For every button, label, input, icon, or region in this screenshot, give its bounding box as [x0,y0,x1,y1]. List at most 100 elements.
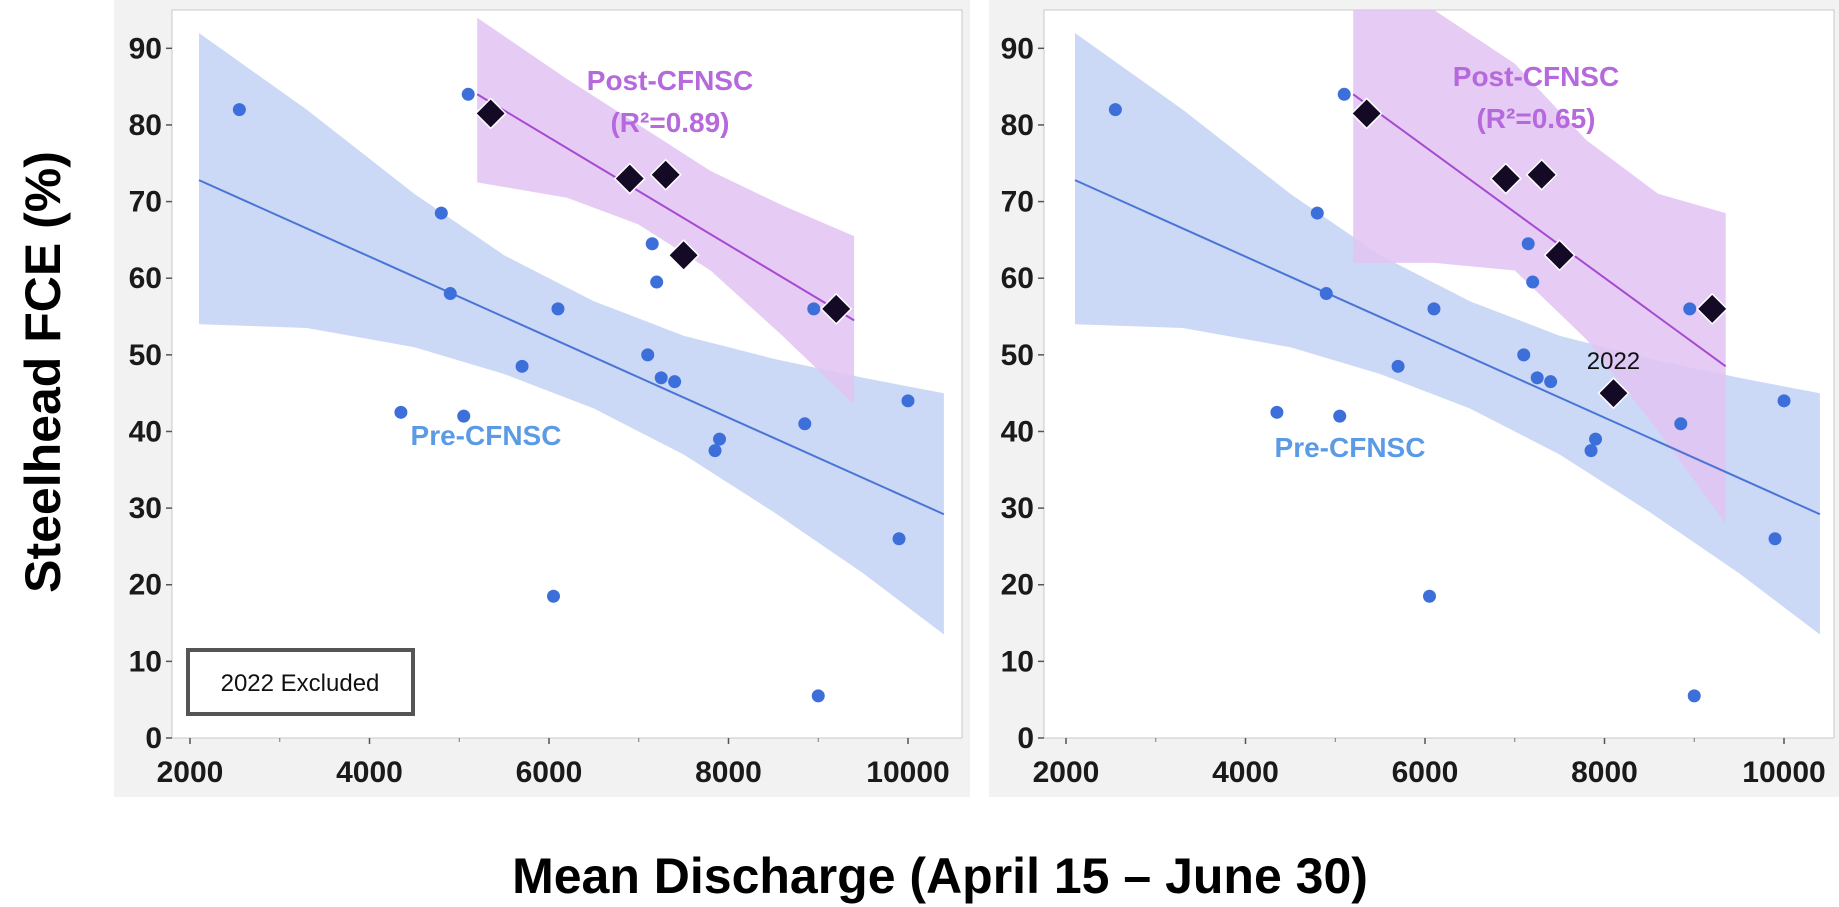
right-data-points [1108,87,1791,703]
post-cfnsc-point [1597,377,1630,410]
pre-cfnsc-point [641,348,655,362]
post-cfnsc-confidence-band [1353,10,1726,524]
pre-cfnsc-point [654,371,668,385]
post-cfnsc-label: Post-CFNSC [1453,61,1619,92]
pre-cfnsc-point [551,302,565,316]
left-fit-lines [198,93,945,516]
y-tick-label: 20 [1001,569,1034,602]
post-cfnsc-point [1489,162,1522,195]
post-cfnsc-r2-label: (R²=0.89) [610,107,729,138]
pre-cfnsc-point [1337,87,1351,101]
point-label: 2022 [1587,348,1640,375]
annotation-box [186,648,415,716]
annotation-text: 2022 Excluded [221,670,380,697]
right-fit-lines [1074,93,1821,516]
pre-cfnsc-point [1333,409,1347,423]
pre-cfnsc-point [1526,275,1540,289]
left-axes: 0 10 20 30 40 50 60 70 80 90 2000 4000 6000 8000 10000 [129,32,950,789]
x-tick-label: 8000 [1571,756,1638,789]
post-cfnsc-point [1525,158,1558,191]
post-cfnsc-point [1350,97,1383,130]
post-cfnsc-point [820,292,853,325]
y-axis-title: Steelhead FCE (%) [15,151,71,593]
y-tick-label: 40 [129,415,162,448]
pre-cfnsc-point [807,302,821,316]
y-tick-label: 0 [145,722,162,755]
y-tick-label: 10 [129,645,162,678]
post-cfnsc-fit-line [1352,93,1727,368]
x-tick-label: 2000 [157,756,224,789]
pre-cfnsc-point [1521,237,1535,251]
pre-cfnsc-point [1530,371,1544,385]
pre-cfnsc-point [1319,287,1333,301]
pre-cfnsc-point [892,532,906,546]
post-cfnsc-point [613,162,646,195]
pre-cfnsc-confidence-band [199,33,944,635]
pre-cfnsc-point [798,417,812,431]
left-labels: Pre-CFNSC Post-CFNSC (R²=0.89) 2022 Exclude… [186,65,753,716]
post-cfnsc-confidence-band [477,17,855,405]
pre-cfnsc-label: Pre-CFNSC [1275,432,1426,463]
pre-cfnsc-point [1683,302,1697,316]
y-tick-label: 80 [1001,109,1034,142]
pre-cfnsc-point [901,394,915,408]
y-tick-label: 90 [129,32,162,65]
pre-cfnsc-point [811,689,825,703]
pre-cfnsc-point [515,359,529,373]
y-tick-label: 60 [129,262,162,295]
y-tick-label: 60 [1001,262,1034,295]
pre-cfnsc-point [1427,302,1441,316]
left-chart-panel: 0 10 20 30 40 50 60 70 80 90 2000 4000 6000 8000 10000… [114,0,970,797]
left-data-points [232,87,915,703]
y-tick-label: 50 [1001,339,1034,372]
pre-cfnsc-point [1768,532,1782,546]
pre-cfnsc-point [668,375,682,389]
pre-cfnsc-point [546,589,560,603]
right-confidence-bands [1075,10,1820,635]
x-tick-label: 10000 [1742,756,1825,789]
pre-cfnsc-fit-line [1074,179,1821,516]
x-tick-label: 2000 [1033,756,1100,789]
pre-cfnsc-point [1422,589,1436,603]
pre-cfnsc-point [1310,206,1324,220]
post-cfnsc-point [1543,239,1576,272]
y-tick-label: 50 [129,339,162,372]
right-axes: 0 10 20 30 40 50 60 70 80 90 2000 4000 6000 8000 10000 [1001,32,1826,789]
pre-cfnsc-point [394,405,408,419]
pre-cfnsc-point [434,206,448,220]
pre-cfnsc-point [1517,348,1531,362]
post-cfnsc-point [474,97,507,130]
pre-cfnsc-point [1270,405,1284,419]
y-tick-label: 40 [1001,415,1034,448]
post-cfnsc-point [1696,292,1729,325]
y-tick-label: 0 [1017,722,1034,755]
right-labels: 2022 Pre-CFNSC Post-CFNSC (R²=0.65) [1275,61,1641,463]
y-tick-label: 70 [129,186,162,219]
pre-cfnsc-point [713,432,727,446]
pre-cfnsc-point [1544,375,1558,389]
pre-cfnsc-point [650,275,664,289]
y-tick-label: 10 [1001,645,1034,678]
pre-cfnsc-point [1687,689,1701,703]
pre-cfnsc-fit-line [198,179,945,516]
pre-cfnsc-point [1584,444,1598,458]
left-confidence-bands [199,17,944,635]
x-tick-label: 6000 [1392,756,1459,789]
pre-cfnsc-point [1674,417,1688,431]
pre-cfnsc-point [1391,359,1405,373]
pre-cfnsc-point [232,103,246,117]
pre-cfnsc-point [645,237,659,251]
pre-cfnsc-point [1777,394,1791,408]
post-cfnsc-fit-line [476,93,855,322]
y-tick-label: 20 [129,569,162,602]
post-cfnsc-point [667,239,700,272]
x-tick-label: 10000 [866,756,949,789]
y-tick-label: 80 [129,109,162,142]
y-tick-label: 30 [1001,492,1034,525]
pre-cfnsc-point [708,444,722,458]
right-chart-panel: 0 10 20 30 40 50 60 70 80 90 2000 4000 6000 8000 10000… [989,0,1839,797]
y-tick-label: 30 [129,492,162,525]
y-tick-label: 90 [1001,32,1034,65]
post-cfnsc-label: Post-CFNSC [587,65,753,96]
